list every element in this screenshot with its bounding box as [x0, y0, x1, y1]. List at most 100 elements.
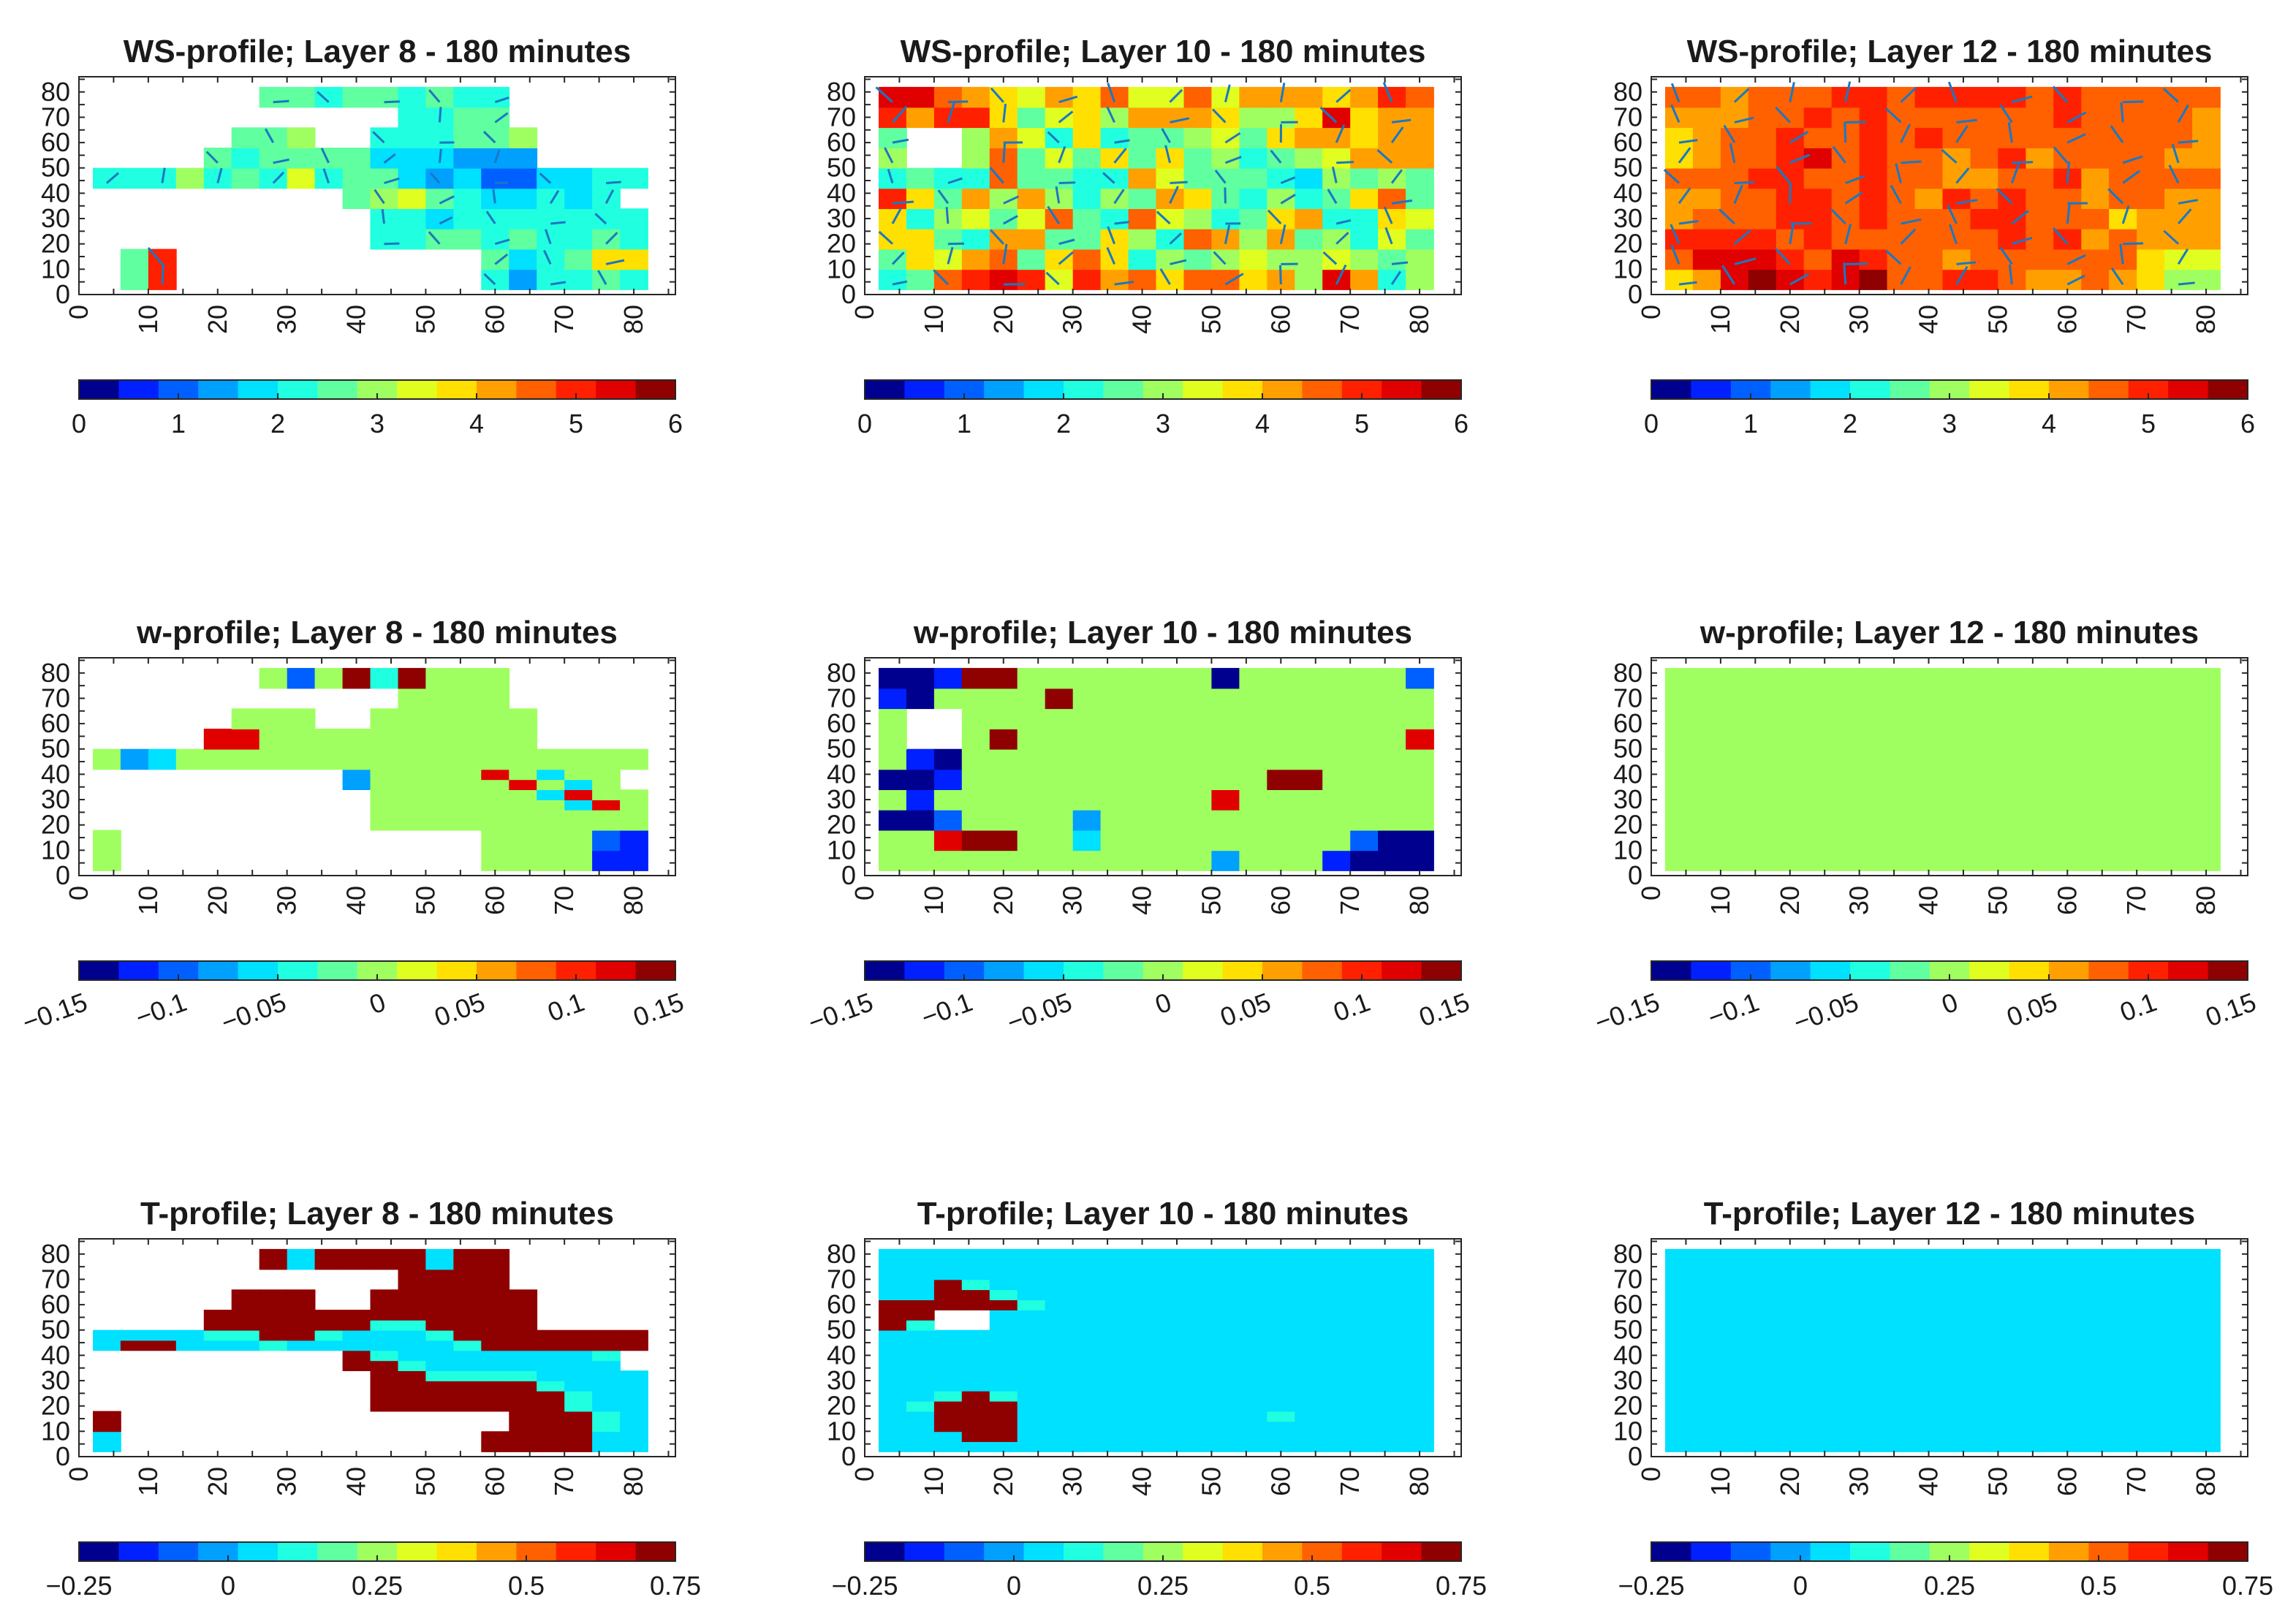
heatmap-cell [1406, 809, 1434, 821]
heatmap-cell [1914, 1340, 1944, 1351]
heatmap-cell [879, 800, 907, 811]
heatmap-cell [2026, 1411, 2055, 1422]
heatmap-cell [1887, 840, 1916, 851]
heatmap-cell [2137, 850, 2165, 861]
heatmap-cell [1183, 729, 1213, 740]
heatmap-cell [1942, 157, 1971, 169]
heatmap-cell [1322, 1431, 1351, 1442]
heatmap-cell [1295, 269, 1324, 280]
heatmap-cell [564, 1329, 593, 1341]
x-tick-label: 40 [1914, 305, 1944, 334]
heatmap-cell [1887, 188, 1916, 200]
heatmap-cell [1183, 1421, 1213, 1433]
heatmap-cell [879, 708, 907, 719]
heatmap-cell [1100, 809, 1129, 821]
heatmap-cell [287, 1299, 316, 1310]
heatmap-cell [1748, 698, 1777, 710]
y-tick-label: 40 [1613, 178, 1642, 208]
heatmap-cell [453, 188, 482, 200]
heatmap-cell [1350, 860, 1379, 871]
heatmap-cell [370, 769, 399, 781]
heatmap-cell [2109, 759, 2137, 770]
heatmap-cell [1211, 198, 1240, 209]
heatmap-cell [1970, 1289, 1999, 1300]
heatmap-cell [1665, 800, 1694, 811]
heatmap-cell [1776, 738, 1805, 750]
heatmap-cell [2081, 800, 2110, 811]
heatmap-cell [2053, 759, 2083, 770]
heatmap-cell [1859, 698, 1888, 710]
heatmap-cell [1998, 718, 2027, 729]
heatmap-cell [481, 279, 510, 290]
heatmap-cell [509, 708, 538, 719]
heatmap-cell [1748, 708, 1777, 719]
heatmap-cell [1378, 840, 1406, 851]
heatmap-cell [2192, 1421, 2221, 1433]
heatmap-cell [425, 718, 455, 729]
heatmap-cell [906, 107, 935, 118]
heatmap-cell [1267, 1441, 1296, 1452]
heatmap-cell [1045, 718, 1074, 729]
heatmap-cell [1998, 259, 2027, 270]
heatmap-cell [1128, 759, 1157, 770]
heatmap-cell [1267, 1370, 1296, 1381]
heatmap-cell [2192, 208, 2221, 219]
heatmap-cell [1859, 688, 1888, 699]
heatmap-cell [1748, 688, 1777, 699]
heatmap-cell [287, 1310, 316, 1321]
heatmap-cell [342, 1329, 371, 1341]
heatmap-cell [1072, 167, 1102, 179]
heatmap-cell [1267, 1390, 1296, 1402]
wind-arrow [1058, 238, 1075, 246]
heatmap-cell [1776, 850, 1805, 861]
heatmap-cell [509, 1299, 538, 1310]
y-tick-label: 60 [41, 127, 70, 157]
heatmap-cell [1720, 1248, 1749, 1260]
heatmap-cell [370, 228, 399, 240]
wind-arrow [430, 172, 441, 184]
heatmap-cell [1211, 1360, 1240, 1371]
heatmap-cell [1350, 708, 1379, 719]
heatmap-cell [1998, 1319, 2027, 1331]
heatmap-cell [564, 1381, 593, 1392]
heatmap-cell [314, 1310, 344, 1321]
heatmap-cell [906, 819, 935, 831]
heatmap-cell [481, 1319, 510, 1331]
wind-arrow [485, 210, 496, 224]
heatmap-cell [1970, 1370, 1999, 1381]
heatmap-cell [1803, 1279, 1833, 1291]
heatmap-cell [2164, 830, 2193, 841]
heatmap-cell [906, 167, 935, 179]
heatmap-cell [1295, 789, 1324, 800]
colorbar-segment [198, 380, 239, 399]
wind-arrow [1224, 156, 1242, 164]
heatmap-cell [1017, 137, 1046, 148]
heatmap-cell [1692, 1319, 1721, 1331]
heatmap-cell [120, 269, 149, 280]
heatmap-cell [1072, 148, 1102, 159]
heatmap-cell [879, 718, 907, 729]
heatmap-cell [1914, 779, 1944, 790]
heatmap-cell [2109, 1431, 2137, 1442]
y-tick-label: 30 [41, 784, 70, 814]
heatmap-cell [1017, 86, 1046, 98]
y-tick-label: 10 [41, 1416, 70, 1446]
heatmap-cell [1914, 718, 1944, 729]
heatmap-cell [259, 1310, 288, 1321]
heatmap-cell [1406, 748, 1434, 760]
heatmap-cell [1128, 718, 1157, 729]
colorbar-segment [477, 380, 517, 399]
heatmap-cell [564, 769, 593, 781]
heatmap-cell [1183, 1319, 1213, 1331]
heatmap-cell [342, 1248, 371, 1260]
heatmap-cell [879, 1400, 907, 1412]
heatmap-cell [2026, 1279, 2055, 1291]
heatmap-cell [906, 248, 935, 260]
heatmap-cell [564, 279, 593, 290]
wind-arrow [1279, 224, 1287, 245]
heatmap-cell [961, 1259, 990, 1270]
heatmap-cell [961, 1421, 990, 1433]
heatmap-cell [1378, 1319, 1406, 1331]
heatmap-cell [1859, 1390, 1888, 1402]
heatmap-cell [1720, 188, 1749, 200]
